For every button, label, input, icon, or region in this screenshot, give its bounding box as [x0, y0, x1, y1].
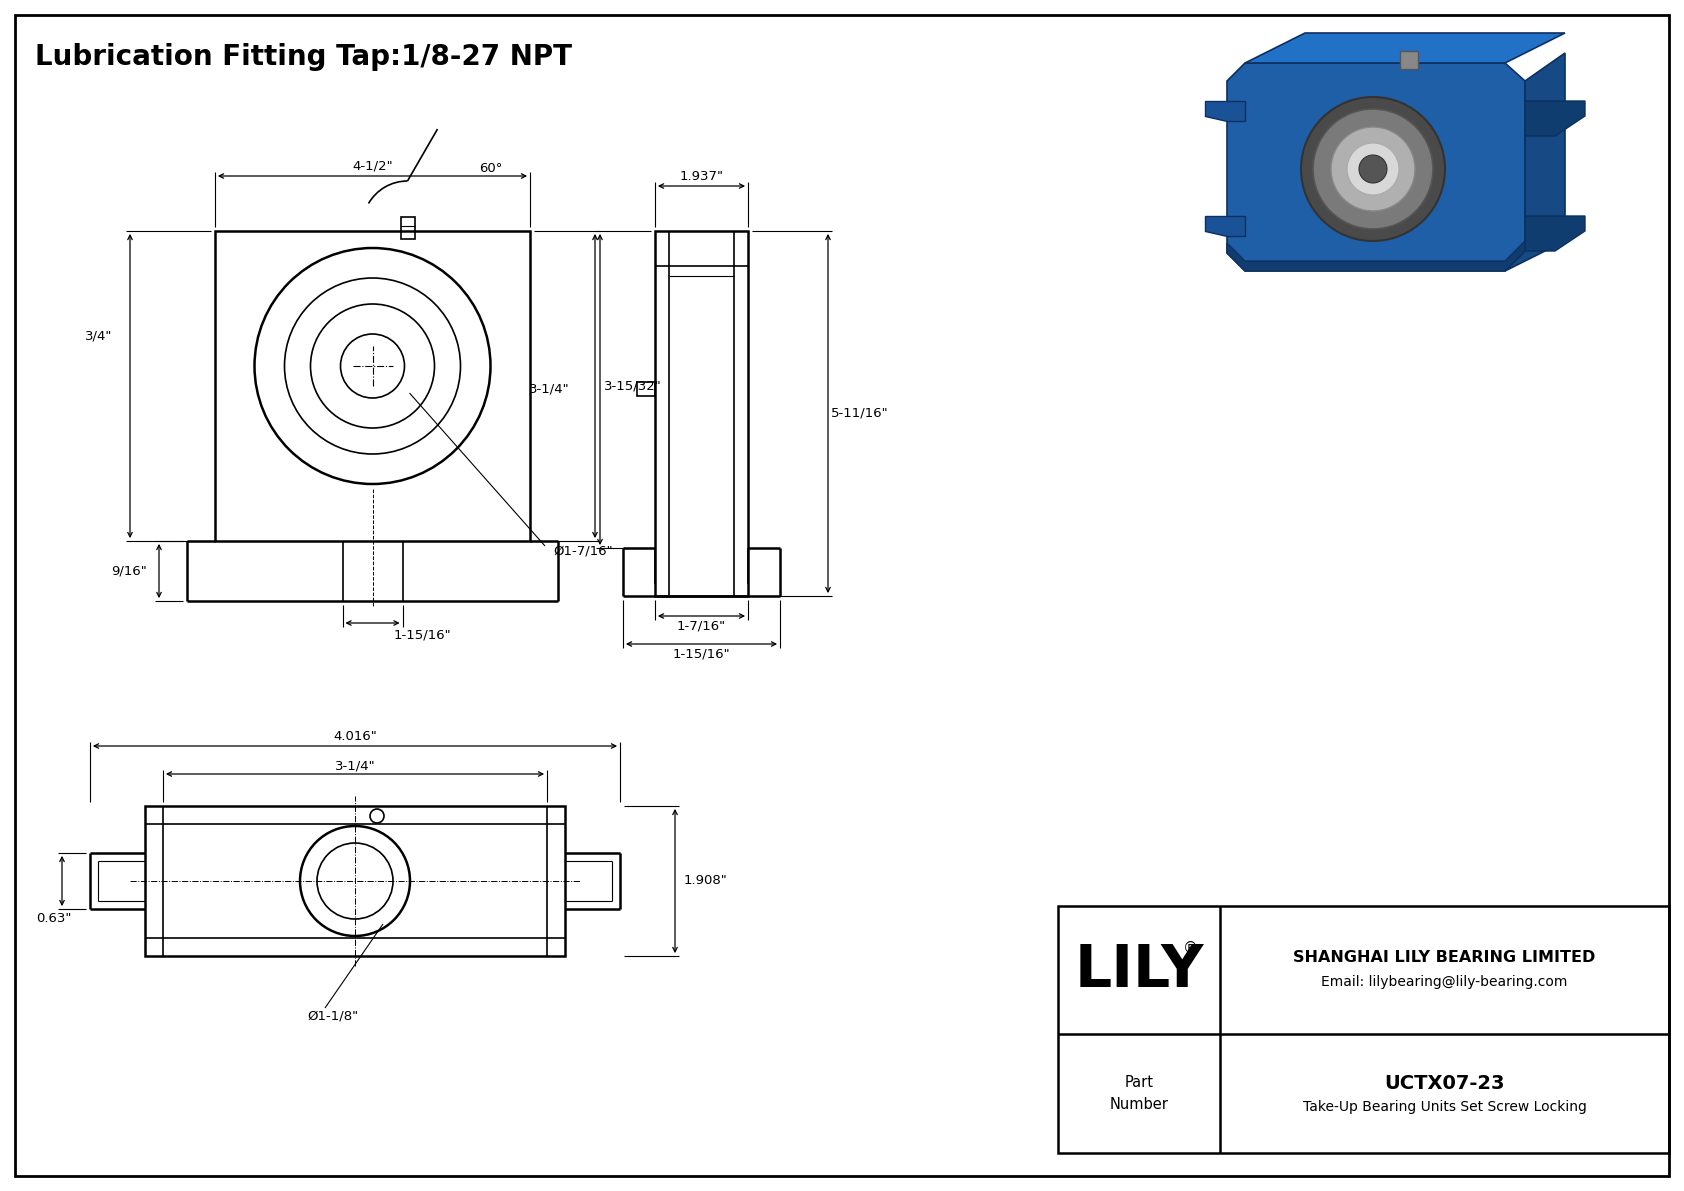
- Bar: [216, 231, 530, 541]
- Polygon shape: [1244, 33, 1564, 63]
- Polygon shape: [1206, 101, 1244, 121]
- Circle shape: [1314, 110, 1433, 229]
- Text: 5-11/16": 5-11/16": [832, 407, 889, 420]
- Circle shape: [1302, 96, 1445, 241]
- Text: Email: lilybearing@lily-bearing.com: Email: lilybearing@lily-bearing.com: [1322, 975, 1568, 990]
- Text: Ø1-1/8": Ø1-1/8": [308, 1010, 359, 1023]
- Bar: [655, 231, 748, 596]
- Text: UCTX07-23: UCTX07-23: [1384, 1074, 1505, 1093]
- Polygon shape: [1526, 101, 1585, 136]
- Bar: [1058, 906, 1669, 1153]
- Text: ®: ®: [1184, 941, 1199, 955]
- Text: SHANGHAI LILY BEARING LIMITED: SHANGHAI LILY BEARING LIMITED: [1293, 949, 1596, 965]
- Polygon shape: [1228, 241, 1526, 272]
- Text: Part
Number: Part Number: [1110, 1075, 1169, 1112]
- Text: 1.937": 1.937": [680, 169, 724, 182]
- Circle shape: [1359, 155, 1388, 183]
- Bar: [145, 806, 566, 956]
- Bar: [1399, 51, 1418, 69]
- Bar: [401, 217, 414, 239]
- Bar: [637, 381, 655, 395]
- Text: 60°: 60°: [480, 162, 504, 175]
- Circle shape: [1330, 127, 1415, 211]
- Text: LILY: LILY: [1074, 942, 1204, 999]
- Text: 1-7/16": 1-7/16": [677, 619, 726, 632]
- Polygon shape: [1228, 63, 1526, 272]
- Text: 3-1/4": 3-1/4": [529, 384, 569, 395]
- Text: 4.016": 4.016": [333, 730, 377, 742]
- Text: 1-15/16": 1-15/16": [672, 648, 731, 661]
- Text: 3/4": 3/4": [84, 330, 113, 343]
- Text: 1.908": 1.908": [684, 874, 727, 887]
- Text: Lubrication Fitting Tap:1/8-27 NPT: Lubrication Fitting Tap:1/8-27 NPT: [35, 43, 573, 71]
- Text: 9/16": 9/16": [111, 565, 147, 578]
- Text: 0.63": 0.63": [37, 912, 72, 925]
- Text: 3-15/32": 3-15/32": [605, 380, 662, 393]
- Polygon shape: [1526, 216, 1585, 251]
- Text: Ø1-7/16": Ø1-7/16": [552, 544, 613, 557]
- Text: 1-15/16": 1-15/16": [394, 629, 451, 642]
- Polygon shape: [1206, 216, 1244, 236]
- Text: 4-1/2": 4-1/2": [352, 160, 392, 173]
- Text: 3-1/4": 3-1/4": [335, 760, 376, 773]
- Circle shape: [1347, 143, 1399, 195]
- Polygon shape: [1505, 54, 1564, 272]
- Text: Take-Up Bearing Units Set Screw Locking: Take-Up Bearing Units Set Screw Locking: [1302, 1099, 1586, 1114]
